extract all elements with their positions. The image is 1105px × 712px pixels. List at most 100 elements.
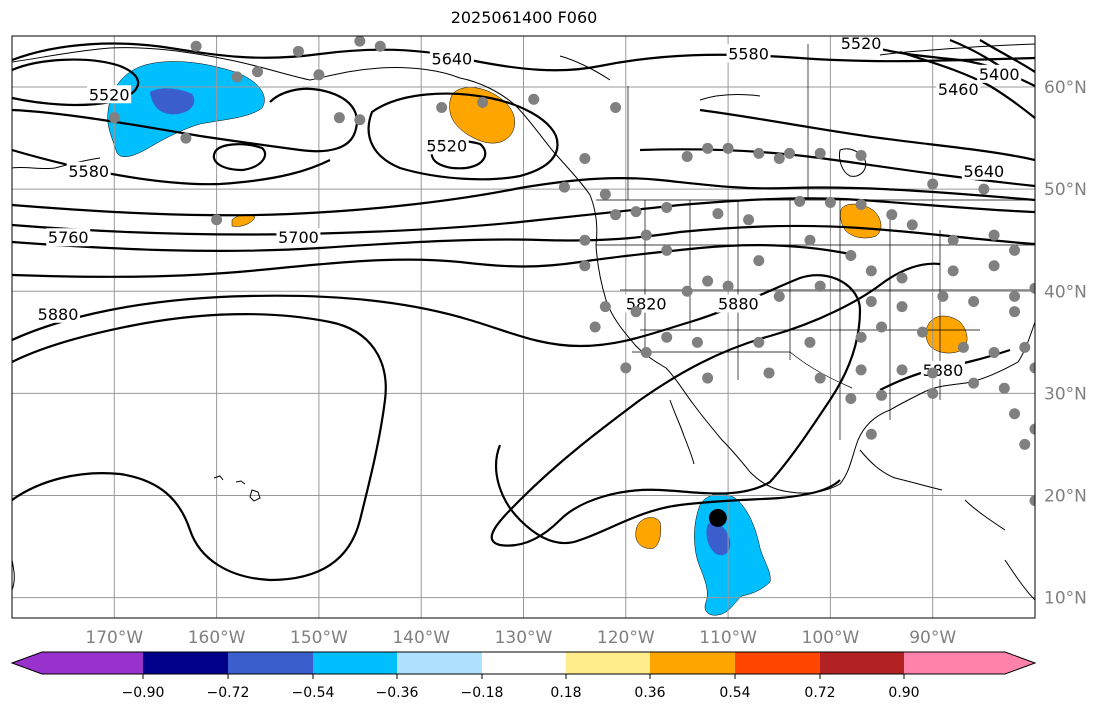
latitude-label: 50°N	[1044, 180, 1087, 200]
station-dot	[610, 101, 622, 113]
station-dot	[906, 219, 918, 231]
latitude-label: 60°N	[1044, 78, 1087, 98]
station-dot	[1009, 306, 1021, 318]
colorbar-segment	[735, 652, 820, 674]
longitude-label: 160°W	[188, 628, 246, 648]
storm-center-marker	[708, 508, 727, 527]
station-dot	[743, 214, 755, 226]
anomaly-bering-core	[150, 88, 195, 115]
station-dot	[855, 364, 867, 376]
station-dot	[1029, 282, 1035, 294]
station-dot	[610, 209, 622, 221]
station-dot	[865, 265, 877, 277]
station-dot	[702, 372, 714, 384]
station-dot	[661, 244, 673, 256]
contour-label-background	[424, 136, 469, 155]
station-dot	[190, 40, 202, 52]
station-dot	[599, 188, 611, 200]
station-dot	[855, 331, 867, 343]
station-dot	[814, 280, 826, 292]
map-area: 5520 5580 5760 5880 5640 5520 5700 5580 5520 5460…	[12, 34, 1051, 618]
contour-label: 5760	[48, 228, 89, 247]
station-dot	[1040, 327, 1051, 338]
station-dot	[814, 147, 826, 159]
contour-labels: 5520 5580 5760 5880 5640 5520 5700 5580 5520 5460…	[36, 34, 1022, 380]
station-dot	[845, 250, 857, 262]
colorbar-tick-label: 0.72	[804, 685, 835, 701]
station-dot	[702, 142, 714, 154]
contour-label-background	[936, 80, 981, 99]
station-dot	[855, 198, 867, 210]
contour-label: 5400	[979, 65, 1020, 84]
station-dot	[661, 331, 673, 343]
contour-label: 5880	[718, 295, 759, 314]
station-dot	[702, 275, 714, 287]
anomaly-se-alaska	[449, 87, 515, 144]
station-dot	[876, 389, 888, 401]
station-dot	[783, 147, 795, 159]
station-dot	[712, 208, 724, 220]
colorbar-segment	[143, 652, 228, 674]
contour-label: 5640	[432, 50, 473, 69]
colorbar-tick-label: −0.54	[292, 685, 335, 701]
station-dot	[477, 96, 489, 108]
station-dot	[599, 301, 611, 313]
contour-label-background	[276, 228, 321, 247]
contour-label-background	[977, 64, 1022, 83]
contour-label-background	[716, 294, 761, 313]
contour-label-background	[726, 44, 771, 63]
map-frame	[11, 35, 1036, 619]
longitude-label: 120°W	[597, 628, 655, 648]
station-dot	[661, 202, 673, 214]
colorbar-segment	[482, 652, 566, 674]
station-dot	[753, 255, 765, 267]
station-dot	[558, 181, 570, 193]
station-dot	[333, 112, 345, 124]
station-dot	[640, 229, 652, 241]
contour-label-background	[46, 228, 91, 247]
station-dot	[937, 290, 949, 302]
station-dot	[589, 321, 601, 333]
contour-label-background	[87, 85, 132, 104]
colorbar-tick-label: 0.18	[550, 685, 581, 701]
anomaly-shading	[107, 61, 968, 616]
colorbar-tick-label: −0.18	[461, 685, 504, 701]
station-dot	[313, 69, 325, 81]
station-dot	[753, 147, 765, 159]
contour-label: 5700	[278, 228, 319, 247]
station-dot	[640, 347, 652, 359]
station-dot	[691, 336, 703, 348]
colorbar-tick-label: −0.90	[122, 685, 165, 701]
station-dot	[916, 326, 928, 338]
station-dot	[896, 364, 908, 376]
station-dot	[968, 295, 980, 307]
station-dot	[620, 362, 632, 374]
station-dot	[354, 36, 366, 47]
map-title: 2025061400 F060	[450, 8, 598, 27]
colorbar-tick-label: 0.54	[719, 685, 750, 701]
contour-label: 5520	[841, 34, 882, 53]
station-dot	[978, 183, 990, 195]
station-dot	[773, 290, 785, 302]
latitude-label: 40°N	[1044, 282, 1087, 302]
station-dot	[968, 377, 980, 389]
station-dot	[824, 196, 836, 208]
political-boundaries	[596, 44, 1035, 440]
contour-label: 5520	[89, 85, 130, 104]
station-dot	[681, 285, 693, 297]
station-dot	[876, 321, 888, 333]
longitude-label: 170°W	[85, 628, 143, 648]
colorbar-tick-label: 0.36	[634, 685, 665, 701]
station-dot	[436, 101, 448, 113]
station-dot	[947, 265, 959, 277]
station-dot	[1009, 244, 1021, 256]
station-dot	[1019, 341, 1031, 353]
station-dot	[896, 272, 908, 284]
station-dot	[108, 112, 120, 124]
station-dot	[927, 367, 939, 379]
contour-label-background	[66, 161, 111, 180]
colorbar-segment	[650, 652, 735, 674]
station-dot	[579, 153, 591, 165]
station-dot	[865, 428, 877, 440]
